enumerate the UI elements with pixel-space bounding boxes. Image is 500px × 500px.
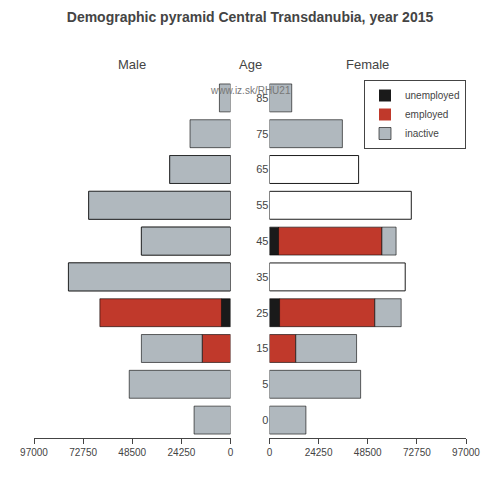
svg-text:unemployed: unemployed: [405, 90, 459, 101]
svg-text:inactive: inactive: [405, 128, 439, 139]
svg-text:65: 65: [256, 163, 268, 175]
svg-text:97000: 97000: [20, 447, 48, 458]
svg-text:0: 0: [267, 447, 273, 458]
svg-text:45: 45: [256, 235, 268, 247]
svg-text:0: 0: [228, 447, 234, 458]
svg-text:15: 15: [256, 342, 268, 354]
svg-text:85: 85: [256, 92, 268, 104]
svg-text:Female: Female: [346, 57, 389, 72]
svg-text:Male: Male: [118, 57, 146, 72]
svg-text:35: 35: [256, 271, 268, 283]
svg-text:25: 25: [256, 307, 268, 319]
svg-text:5: 5: [262, 378, 268, 390]
svg-text:Age: Age: [239, 57, 262, 72]
svg-text:24250: 24250: [168, 447, 196, 458]
svg-text:employed: employed: [405, 109, 448, 120]
svg-text:48500: 48500: [118, 447, 146, 458]
svg-text:97000: 97000: [452, 447, 480, 458]
svg-text:72750: 72750: [403, 447, 431, 458]
svg-text:75: 75: [256, 128, 268, 140]
svg-text:www.iz.sk/RHU21: www.iz.sk/RHU21: [210, 85, 291, 96]
svg-text:24250: 24250: [305, 447, 333, 458]
svg-text:55: 55: [256, 199, 268, 211]
svg-text:48500: 48500: [354, 447, 382, 458]
svg-text:0: 0: [262, 414, 268, 426]
svg-text:72750: 72750: [69, 447, 97, 458]
svg-text:Demographic pyramid Central Tr: Demographic pyramid Central Transdanubia…: [67, 9, 434, 25]
